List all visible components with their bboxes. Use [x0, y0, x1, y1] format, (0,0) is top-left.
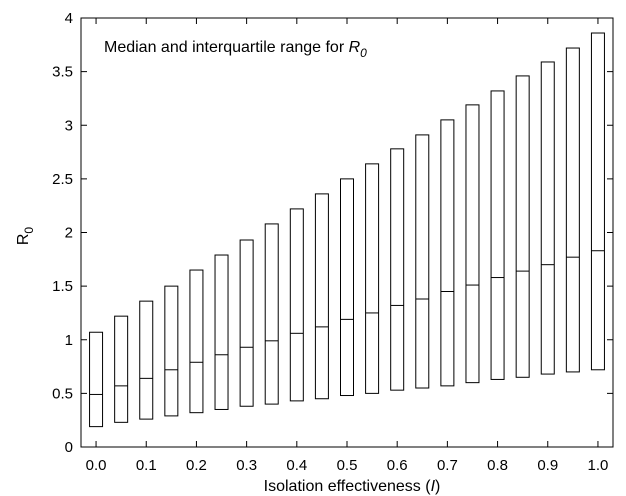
- y-tick-label: 1: [65, 332, 73, 349]
- iqr-box: [490, 90, 505, 380]
- x-tick-label: 0.4: [286, 457, 307, 474]
- x-axis-ticks: 0.0 0.1 0.2 0.3 0.4 0.5 0.6 0.7 0.8 0.9 1.0: [86, 18, 609, 474]
- iqr-box: [314, 193, 329, 400]
- y-tick-label: 2: [65, 225, 73, 242]
- iqr-box: [440, 119, 455, 387]
- iqr-box: [390, 148, 405, 391]
- iqr-box: [164, 285, 179, 417]
- y-tick-label: 1.5: [52, 278, 73, 295]
- iqr-box: [465, 104, 480, 384]
- box-series: [89, 32, 605, 428]
- iqr-box: [89, 331, 104, 428]
- iqr-box: [289, 208, 304, 402]
- iqr-box: [264, 223, 279, 405]
- iqr-box: [590, 32, 605, 371]
- iqr-box: [139, 300, 154, 420]
- x-tick-label: 0.9: [537, 457, 558, 474]
- plot-frame: [80, 17, 614, 448]
- plot-area: [80, 17, 614, 448]
- y-axis-title: R0: [15, 227, 36, 246]
- x-tick-label: 0.5: [337, 457, 358, 474]
- x-tick-label: 0.7: [437, 457, 458, 474]
- y-tick-label: 3.5: [52, 64, 73, 81]
- x-tick-label: 0.8: [487, 457, 508, 474]
- x-tick-label: 0.6: [387, 457, 408, 474]
- iqr-box: [189, 269, 204, 414]
- iqr-box: [214, 254, 229, 410]
- y-tick-label: 0.5: [52, 385, 73, 402]
- chart-annotation: Median and interquartile range for R0: [104, 39, 367, 60]
- iqr-box: [540, 61, 555, 375]
- iqr-box: [365, 163, 380, 394]
- x-tick-label: 0.3: [236, 457, 257, 474]
- iqr-box: [340, 178, 354, 397]
- y-tick-label: 3: [65, 117, 73, 134]
- x-tick-label: 0.1: [136, 457, 157, 474]
- iqr-box: [415, 134, 430, 389]
- svg-text:R0: R0: [15, 227, 36, 246]
- iqr-box: [239, 239, 254, 407]
- y-tick-label: 0: [65, 439, 73, 456]
- y-tick-label: 4: [65, 10, 73, 27]
- iqr-box: [515, 75, 530, 378]
- y-axis-ticks: 0 0.5 1 1.5 2 2.5 3 3.5 4: [52, 10, 613, 456]
- x-tick-label: 1.0: [588, 457, 609, 474]
- x-tick-label: 0.0: [86, 457, 107, 474]
- y-tick-label: 2.5: [52, 171, 73, 188]
- iqr-box: [565, 47, 580, 373]
- x-tick-label: 0.2: [186, 457, 207, 474]
- x-axis-title: Isolation effectiveness (I): [264, 478, 441, 495]
- iqr-box: [114, 315, 129, 423]
